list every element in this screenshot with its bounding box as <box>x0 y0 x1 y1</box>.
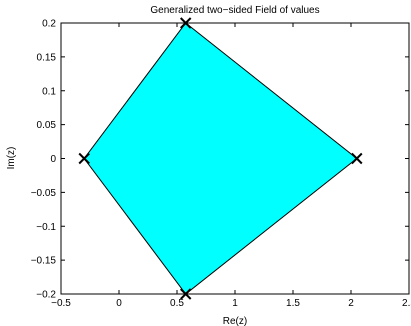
y-tick-label: −0.1 <box>36 222 56 233</box>
axes: −0.5 0 0.5 1 1.5 2 2.5 −0.2 −0.15 −0.1 −0.05 0 0.05 0… <box>31 19 411 310</box>
x-tick-label: 0 <box>116 298 122 309</box>
y-axis-title: Im(z) <box>6 147 17 170</box>
y-tick-label: −0.2 <box>36 290 56 301</box>
y-tick-label: 0.05 <box>37 120 57 131</box>
x-tick-label: 2 <box>348 298 354 309</box>
x-tick-label: 2.5 <box>402 298 411 309</box>
y-tick-label: 0.2 <box>42 19 56 30</box>
chart-title: Generalized two−sided Field of values <box>150 5 319 16</box>
x-tick-label: 1 <box>232 298 238 309</box>
y-tick-label: −0.15 <box>31 256 57 267</box>
y-tick-label: 0.1 <box>42 86 56 97</box>
y-tick-label: 0 <box>50 154 56 165</box>
vertex-marker-2 <box>351 152 363 165</box>
y-tick-label: 0.15 <box>37 52 57 63</box>
y-tick-label: −0.05 <box>31 188 57 199</box>
x-axis-title: Re(z) <box>223 316 247 326</box>
x-tick-label: −0.5 <box>51 298 71 309</box>
x-tick-label: 0.5 <box>170 298 184 309</box>
vertex-marker-4 <box>78 152 90 165</box>
x-tick-label: 1.5 <box>286 298 300 309</box>
